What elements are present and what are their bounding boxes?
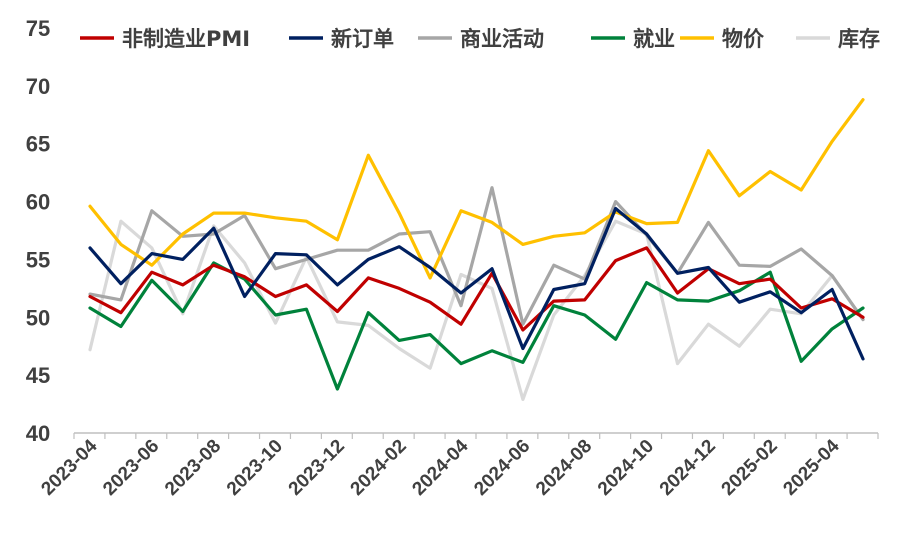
x-tick-label: 2024-10	[594, 436, 658, 500]
legend-label: 新订单	[331, 27, 394, 51]
x-tick-label: 2025-04	[779, 435, 843, 499]
series-line	[88, 98, 865, 280]
legend-label: 就业	[633, 27, 675, 51]
y-tick-label: 60	[26, 190, 50, 215]
y-axis-tick-labels: 40 45 50 55 60 65 70 75	[26, 16, 50, 446]
y-tick-label: 75	[26, 16, 50, 41]
x-tick-label: 2024-08	[532, 436, 596, 500]
x-tick-label: 2024-12	[656, 436, 720, 500]
series-line	[88, 186, 865, 326]
x-tick-label: 2025-02	[718, 436, 782, 500]
x-tick-label: 2023-08	[161, 436, 225, 500]
series-line	[88, 206, 865, 361]
y-tick-label: 65	[26, 132, 50, 157]
series-line	[88, 246, 865, 332]
x-tick-label: 2024-02	[347, 436, 411, 500]
legend: 非制造业PMI 新订单 商业活动 就业 物价 库存	[80, 27, 880, 51]
legend-label: 物价	[722, 27, 765, 51]
series-lines	[88, 98, 865, 401]
x-tick-label: 2023-06	[99, 436, 163, 500]
x-tick-label: 2024-06	[470, 436, 534, 500]
x-axis-tick-marks	[73, 433, 879, 439]
legend-label: 非制造业PMI	[122, 27, 250, 51]
legend-label: 商业活动	[460, 27, 544, 51]
legend-label: 库存	[838, 27, 880, 51]
y-tick-label: 50	[26, 305, 50, 330]
y-tick-label: 55	[26, 247, 50, 272]
y-tick-label: 70	[26, 74, 50, 99]
y-tick-label: 45	[26, 363, 50, 388]
x-tick-label: 2023-12	[285, 436, 349, 500]
x-tick-label: 2023-10	[223, 436, 287, 500]
y-tick-label: 40	[26, 421, 50, 446]
x-axis-tick-labels: 2023-042023-062023-082023-102023-122024-…	[37, 435, 844, 499]
x-tick-label: 2024-04	[408, 435, 472, 499]
